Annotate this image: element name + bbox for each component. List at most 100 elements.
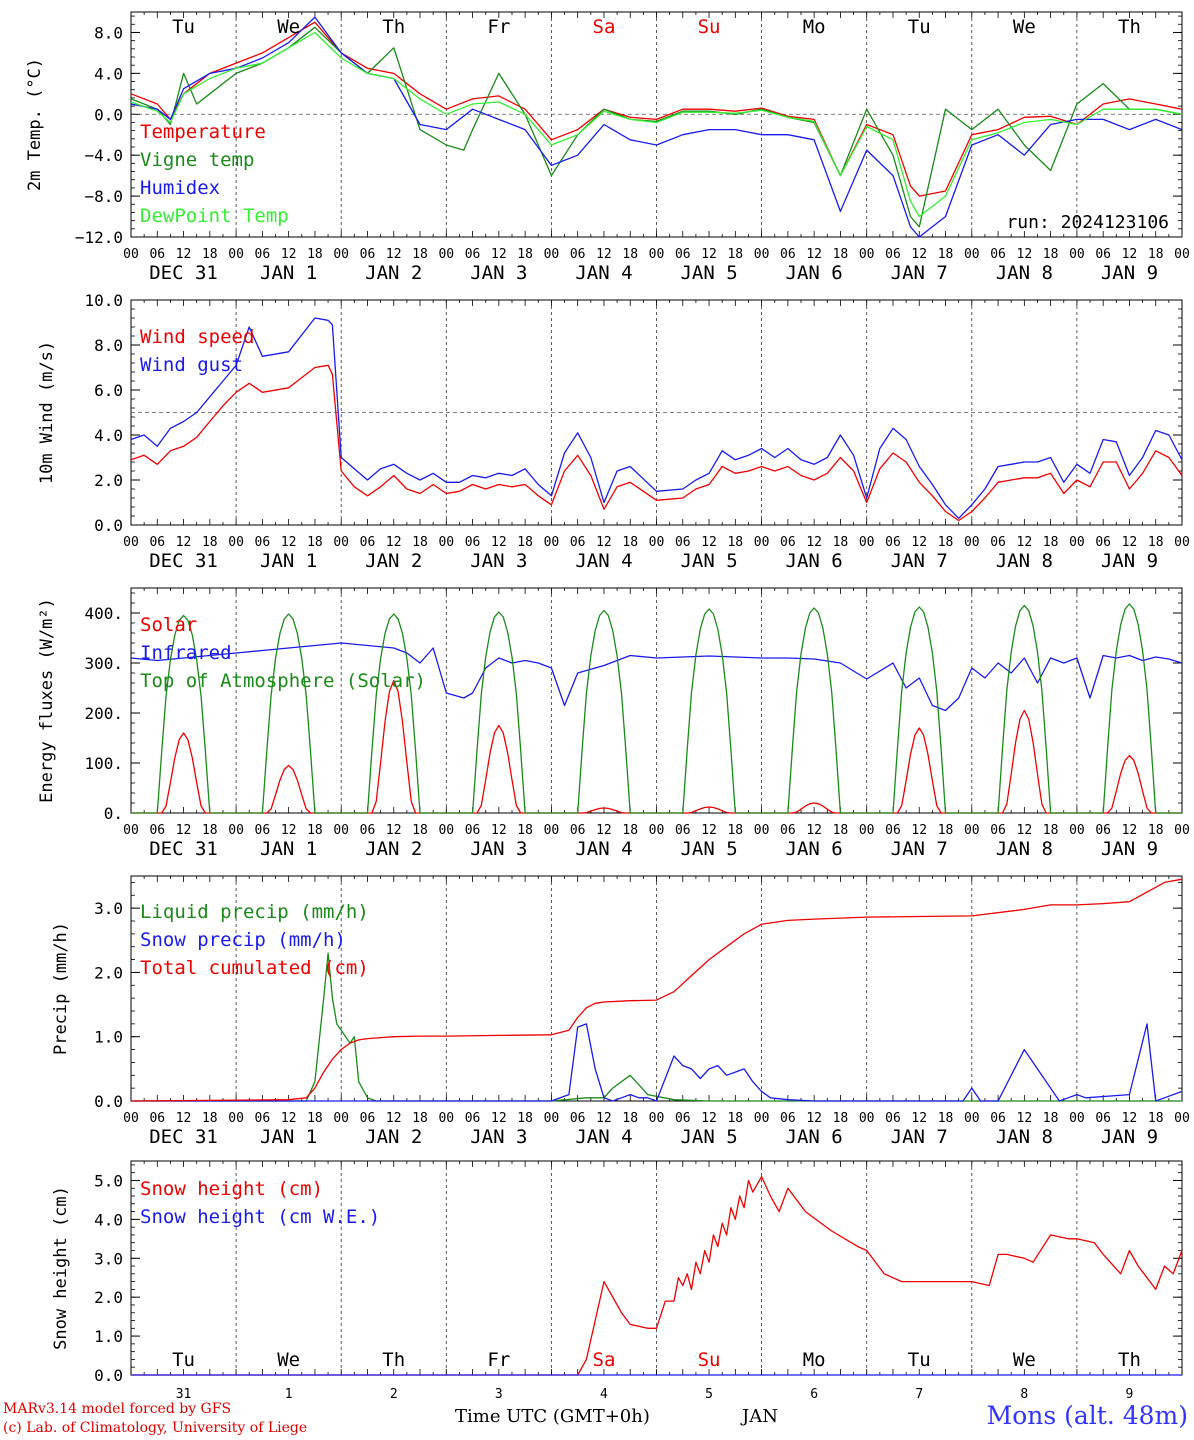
date-label: JAN 6 (786, 262, 843, 284)
hour-tick-label: 18 (727, 823, 743, 838)
hour-tick-label: 12 (701, 823, 717, 838)
bottom-date-label: 1 (285, 1387, 293, 1402)
hour-tick-label: 12 (1017, 535, 1033, 550)
hour-tick-label: 06 (465, 823, 481, 838)
hour-tick-label: 18 (938, 247, 954, 262)
date-label: JAN 1 (260, 550, 317, 572)
legend-entry: Solar (140, 614, 197, 636)
hour-tick-label: 18 (202, 247, 218, 262)
hour-tick-label: 12 (281, 823, 297, 838)
bottom-date-label: 2 (390, 1387, 398, 1402)
date-label: JAN 2 (365, 262, 422, 284)
series-line-snow-height-cm- (131, 1175, 1183, 1376)
hour-tick-label: 12 (491, 823, 507, 838)
hour-tick-label: 18 (307, 823, 323, 838)
hour-tick-label: 00 (754, 823, 770, 838)
hour-tick-label: 12 (176, 1111, 192, 1126)
hour-tick-label: 18 (517, 1111, 533, 1126)
hour-tick-label: 00 (859, 1111, 875, 1126)
weekday-label: Tu (908, 16, 931, 38)
hour-tick-label: 00 (1069, 1111, 1085, 1126)
legend-entry: Temperature (140, 121, 266, 143)
series-line-liquid-precip-mm-h- (131, 952, 1182, 1102)
hour-tick-label: 06 (570, 823, 586, 838)
hour-tick-label: 06 (570, 1111, 586, 1126)
hour-tick-label: 18 (833, 247, 849, 262)
hour-tick-label: 18 (412, 535, 428, 550)
date-label: JAN 7 (891, 1126, 948, 1148)
legend-entry: Snow height (cm) (140, 1178, 323, 1200)
date-label: JAN 4 (575, 1126, 632, 1148)
y-tick-label: 0.0 (94, 105, 123, 124)
weekday-label: We (277, 16, 300, 38)
hour-tick-label: 18 (202, 823, 218, 838)
y-tick-label: −8.0 (84, 187, 123, 206)
hour-tick-label: 18 (1148, 1111, 1164, 1126)
hour-tick-label: 18 (833, 1111, 849, 1126)
date-label: JAN 6 (786, 1126, 843, 1148)
hour-tick-label: 12 (1017, 1111, 1033, 1126)
hour-tick-label: 12 (701, 535, 717, 550)
hour-tick-label: 00 (754, 247, 770, 262)
legend-entry: Snow precip (mm/h) (140, 929, 346, 951)
date-label: JAN 6 (786, 838, 843, 860)
hour-tick-label: 18 (622, 1111, 638, 1126)
hour-tick-label: 12 (386, 1111, 402, 1126)
date-label: DEC 31 (149, 550, 218, 572)
hour-tick-label: 06 (885, 247, 901, 262)
hour-tick-label: 06 (780, 1111, 796, 1126)
date-label: JAN 5 (680, 838, 737, 860)
hour-tick-label: 00 (333, 535, 349, 550)
hour-tick-label: 00 (438, 1111, 454, 1126)
weekday-label: We (1013, 1349, 1036, 1371)
series-line-temperature (130, 21, 1183, 197)
y-tick-label: 200. (84, 704, 123, 723)
hour-tick-label: 12 (1122, 535, 1138, 550)
hour-tick-label: 00 (333, 1111, 349, 1126)
hour-tick-label: 00 (228, 535, 244, 550)
y-tick-label: 10.0 (84, 291, 123, 310)
hour-tick-label: 12 (176, 535, 192, 550)
legend-entry: DewPoint Temp (140, 205, 289, 227)
hour-tick-label: 18 (938, 823, 954, 838)
legend-entry: Vigne temp (140, 149, 254, 171)
hour-tick-label: 12 (281, 535, 297, 550)
hour-tick-label: 12 (911, 247, 927, 262)
date-label: JAN 9 (1101, 1126, 1158, 1148)
hour-tick-label: 06 (465, 1111, 481, 1126)
hour-tick-label: 06 (990, 823, 1006, 838)
date-label: JAN 5 (680, 262, 737, 284)
hour-tick-label: 12 (806, 1111, 822, 1126)
hour-tick-label: 18 (1148, 823, 1164, 838)
weekday-label: We (277, 1349, 300, 1371)
weekday-label: Th (1118, 16, 1141, 38)
weekday-label: Fr (487, 16, 510, 38)
hour-tick-label: 18 (1043, 823, 1059, 838)
hour-tick-label: 12 (386, 823, 402, 838)
y-tick-label: 4.0 (94, 1210, 123, 1229)
hour-tick-label: 06 (780, 535, 796, 550)
date-label: JAN 7 (891, 262, 948, 284)
y-tick-label: 0.0 (94, 1366, 123, 1385)
weekday-label: Th (1118, 1349, 1141, 1371)
hour-tick-label: 12 (701, 247, 717, 262)
y-tick-label: 4.0 (94, 426, 123, 445)
hour-tick-label: 00 (228, 1111, 244, 1126)
hour-tick-label: 12 (806, 823, 822, 838)
hour-tick-label: 12 (386, 535, 402, 550)
y-tick-label: −12.0 (75, 228, 123, 247)
hour-tick-label: 18 (938, 535, 954, 550)
hour-tick-label: 18 (412, 247, 428, 262)
date-label: JAN 1 (260, 838, 317, 860)
hour-tick-label: 00 (123, 1111, 139, 1126)
hour-tick-label: 06 (255, 823, 271, 838)
bottom-date-label: 7 (915, 1387, 923, 1402)
hour-tick-label: 00 (964, 1111, 980, 1126)
station-name: Mons (alt. 48m) (986, 1401, 1188, 1430)
bottom-date-label: 5 (705, 1387, 713, 1402)
date-label: JAN 9 (1101, 550, 1158, 572)
hour-tick-label: 00 (964, 535, 980, 550)
date-label: JAN 9 (1101, 838, 1158, 860)
hour-tick-label: 18 (622, 247, 638, 262)
hour-tick-label: 00 (438, 823, 454, 838)
